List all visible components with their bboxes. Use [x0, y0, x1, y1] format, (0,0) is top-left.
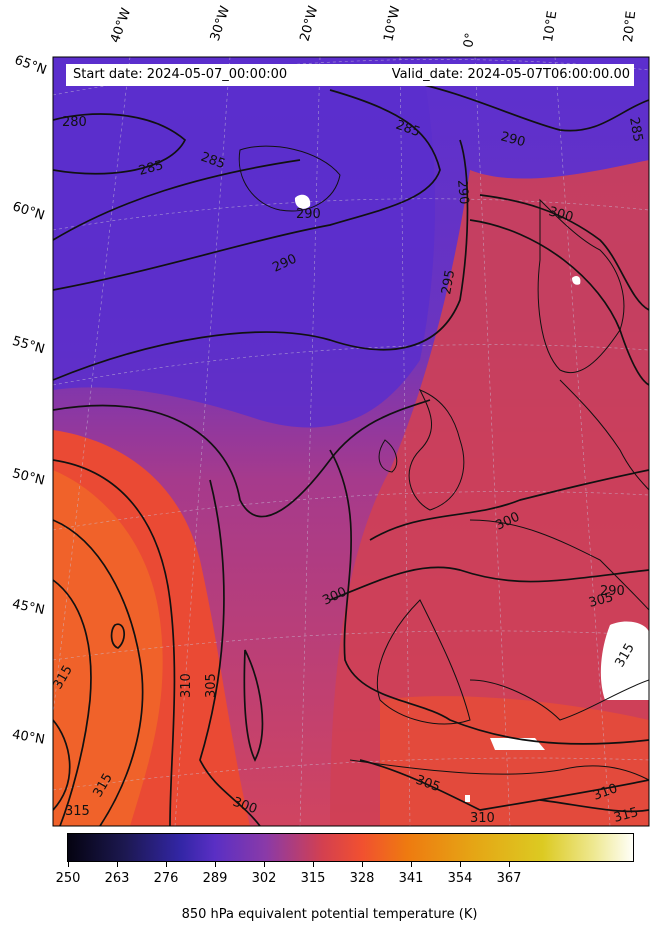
cold-airmass: [53, 57, 435, 428]
colorbar-tick-mark: [68, 862, 69, 867]
contours: [53, 79, 649, 826]
colorbar-tick-mark: [411, 862, 412, 867]
colorbar-tick-mark: [264, 862, 265, 867]
contour-label: 290: [499, 129, 527, 150]
colorbar-label: 850 hPa equivalent potential temperature…: [181, 907, 478, 922]
colorbar-tick-mark: [166, 862, 167, 867]
contour-label: 295: [439, 269, 458, 296]
contour-label: 305: [587, 590, 615, 611]
contour-label: 310: [470, 811, 495, 826]
colorbar-tick-label: 276: [153, 871, 179, 886]
nodata-patch: [294, 194, 311, 209]
colorbar-tick-label: 354: [447, 871, 473, 886]
colorbar-tick-label: 367: [496, 871, 522, 886]
contour-label: 315: [65, 804, 90, 819]
colorbar: [67, 833, 634, 862]
map-area: 280 285 285 285 290 290 290 290 295 300 …: [53, 57, 649, 826]
colorbar-tick-mark: [362, 862, 363, 867]
colorbar-tick-label: 289: [202, 871, 228, 886]
contour-label: 290: [600, 584, 625, 599]
contour-label: 285: [137, 158, 165, 179]
start-date-text: Start date: 2024-05-07_00:00:00: [73, 67, 288, 82]
colorbar-tick-label: 302: [251, 871, 277, 886]
warm-core: [53, 470, 163, 826]
date-header: Start date: 2024-05-07_00:00:00 Valid_da…: [66, 64, 634, 86]
valid-date-text: Valid_date: 2024-05-07T06:00:00.00: [391, 67, 630, 82]
colorbar-tick-label: 263: [104, 871, 130, 886]
lon-label: 0°: [461, 31, 479, 49]
colorbar-tick-mark: [460, 862, 461, 867]
warm-europe: [330, 160, 649, 826]
colorbar-tick-label: 341: [398, 871, 424, 886]
contour-label: 310: [179, 673, 194, 698]
contour-label: 280: [62, 115, 87, 130]
colorbar-tick-label: 328: [349, 871, 375, 886]
contour-label: 300: [547, 204, 575, 225]
colorbar-tick-label: 250: [55, 871, 81, 886]
contour-label: 285: [626, 116, 645, 143]
contour-label: 315: [612, 805, 640, 826]
contour-label: 305: [204, 673, 219, 698]
colorbar-tick-mark: [313, 862, 314, 867]
colorbar-tick-mark: [117, 862, 118, 867]
contour-label: 290: [454, 179, 471, 205]
colorbar-tick-mark: [215, 862, 216, 867]
colorbar-tick-label: 315: [300, 871, 326, 886]
map-frame: [52, 56, 650, 827]
colorbar-tick-mark: [509, 862, 510, 867]
contour-label: 290: [296, 207, 321, 222]
graticule: [53, 57, 649, 826]
coastlines: [238, 145, 649, 781]
nodata-patch: [600, 621, 649, 700]
nodata-patch: [465, 795, 470, 802]
nodata-patch: [572, 276, 581, 285]
